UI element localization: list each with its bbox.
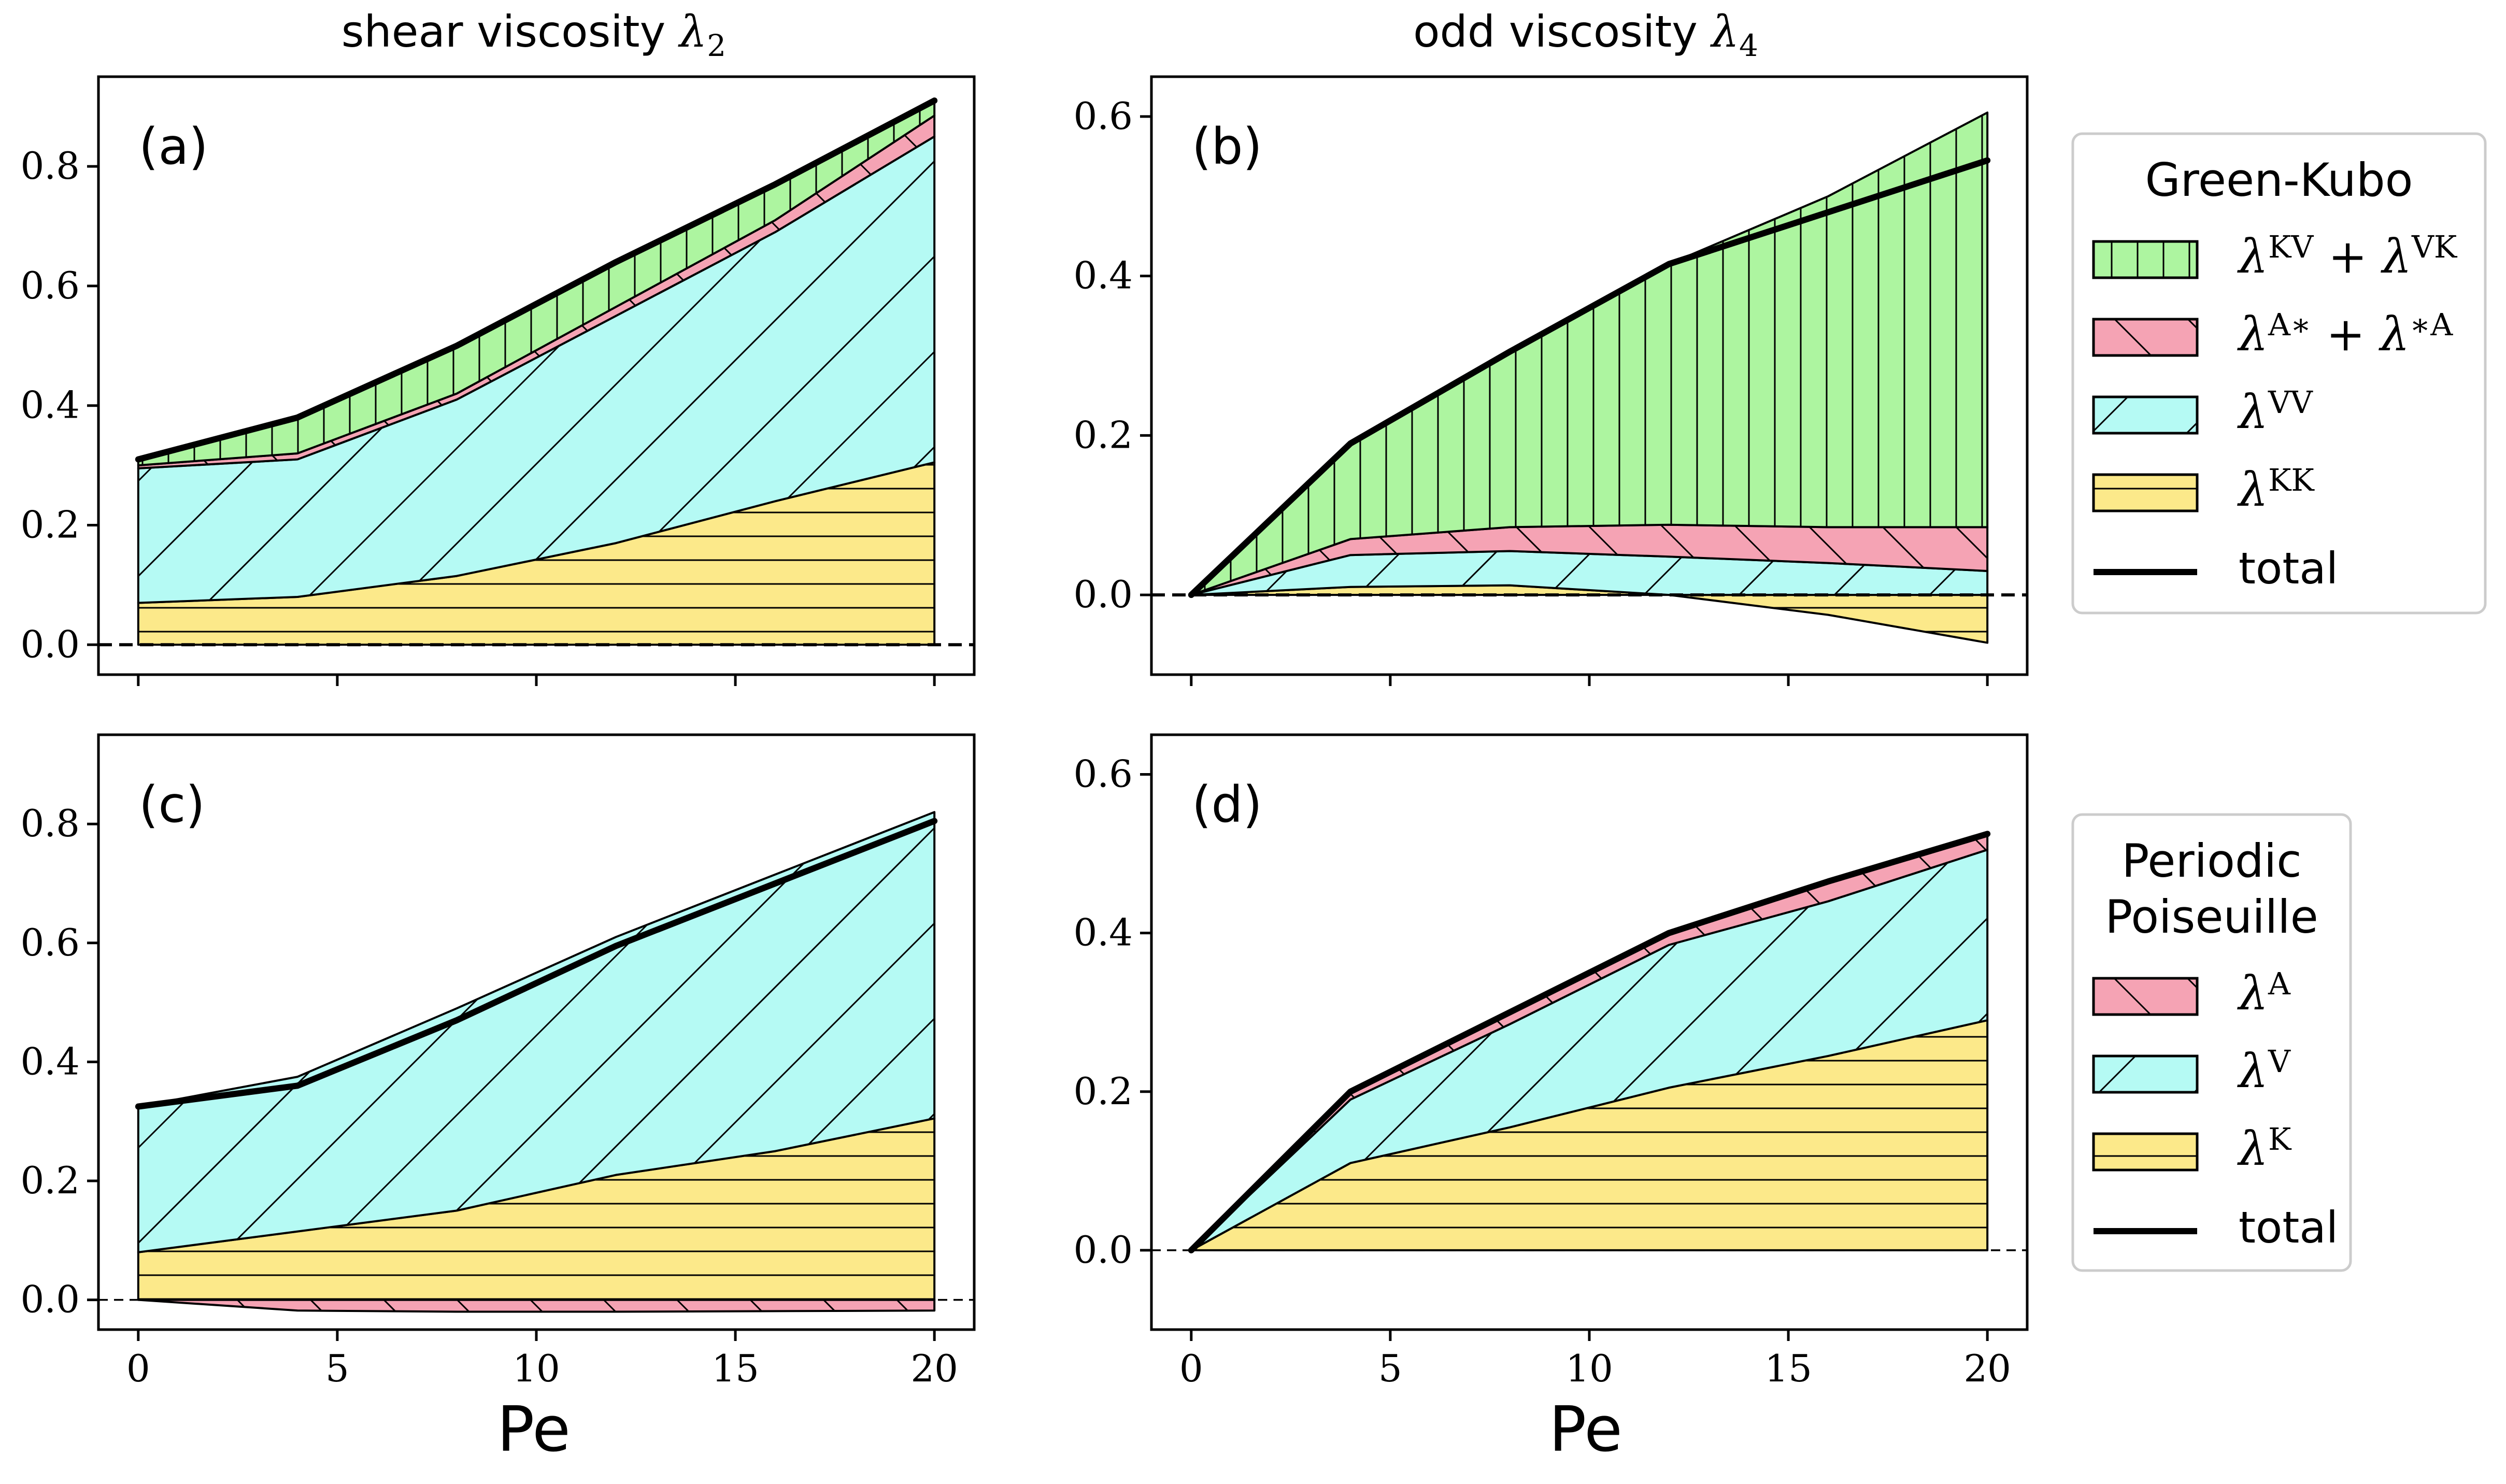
x-tick-label: 5 <box>325 1347 349 1390</box>
band-red-c-hatch <box>137 1299 936 1313</box>
legend-lambda: λ <box>2237 463 2268 517</box>
x-tick-label: 5 <box>1378 1347 1402 1390</box>
plot-area <box>1151 111 2027 644</box>
y-tick-label: 0.4 <box>1073 911 1133 954</box>
plot-area <box>1151 831 2027 1253</box>
panel-d: 0 5 10 15 20 0.0 0.2 0.4 0.6 (d) <box>1073 733 2029 1390</box>
legend-superscript: A <box>2268 966 2291 1002</box>
legend-lambda: λ <box>2237 1044 2268 1098</box>
y-tick-label: 0.0 <box>1073 1228 1133 1272</box>
legend-superscript: VV <box>2268 385 2313 421</box>
x-tick-label: 0 <box>126 1347 150 1390</box>
band-green-b-hatch <box>1190 111 1989 596</box>
y-tick-label: 0.2 <box>1073 413 1133 456</box>
legend-label: λA∗ + λ∗A <box>2237 307 2453 362</box>
legend-lambda: λ <box>2237 966 2268 1021</box>
total-line <box>135 818 938 1110</box>
legend-label-total: total <box>2239 1202 2338 1253</box>
panel-label: (a) <box>139 118 208 176</box>
legend-operator: + <box>2313 230 2382 284</box>
y-tick-label: 0.0 <box>20 622 80 666</box>
y-tick-label: 0.6 <box>20 921 80 964</box>
legend-superscript: K <box>2268 1122 2292 1158</box>
panel-label: (c) <box>139 776 205 834</box>
y-tick-label: 0.2 <box>1073 1069 1133 1113</box>
y-tick-label: 0.0 <box>20 1278 80 1321</box>
plot-area <box>98 97 974 647</box>
legend-swatch-hatch <box>2092 977 2199 1016</box>
x-tick-label: 20 <box>1963 1347 2011 1390</box>
legend-title: Green-Kubo <box>2145 153 2413 207</box>
legend-lambda: λ <box>2237 385 2268 439</box>
x-tick-label: 0 <box>1179 1347 1203 1390</box>
y-tick-label: 0.8 <box>20 802 80 845</box>
y-tick-label: 0.2 <box>20 503 80 547</box>
panel-label: (b) <box>1192 118 1262 176</box>
y-tick-label: 0.6 <box>1073 94 1133 138</box>
x-tick-label: 15 <box>711 1347 759 1390</box>
legend-swatch-hatch <box>2092 473 2199 512</box>
x-tick-label: 10 <box>1565 1347 1613 1390</box>
column-title-odd: odd viscosity λ4 <box>1413 6 1758 63</box>
y-tick-label: 0.4 <box>20 1039 80 1083</box>
legend-swatch-hatch <box>2092 1132 2199 1172</box>
column-title-shear: shear viscosity λ2 <box>341 6 726 63</box>
legend-operator: + <box>2311 307 2380 362</box>
x-tick-label: 15 <box>1764 1347 1812 1390</box>
legend-swatch-hatch <box>2092 318 2199 357</box>
band-cyan-c-hatch <box>137 811 936 1253</box>
panel-c: 0 5 10 15 20 0.0 0.2 0.4 0.6 0.8 (c) <box>20 733 976 1390</box>
legend-superscript: A∗ <box>2268 307 2311 343</box>
y-tick-label: 0.8 <box>20 144 80 188</box>
legend-title: Poiseuille <box>2105 890 2318 944</box>
legend-label: λV <box>2237 1044 2291 1098</box>
y-tick-label: 0.0 <box>1073 573 1133 616</box>
legend-label: λVV <box>2237 385 2313 439</box>
panel-b: 0.0 0.2 0.4 0.6 (b) <box>1073 75 2029 686</box>
legend-label-total: total <box>2239 543 2338 594</box>
legend-lambda: λ <box>2237 1122 2268 1176</box>
legend-title: Periodic <box>2121 834 2301 888</box>
panel-a: 0.0 0.2 0.4 0.6 0.8 (a) <box>20 75 976 686</box>
x-tick-label: 20 <box>910 1347 958 1390</box>
y-tick-label: 0.6 <box>20 264 80 307</box>
legend-superscript: ∗A <box>2410 307 2453 343</box>
legend-superscript: KK <box>2268 463 2315 498</box>
y-tick-label: 0.4 <box>20 383 80 427</box>
legend-lambda: λ <box>2379 307 2410 362</box>
legend-label: λKV + λVK <box>2237 230 2458 284</box>
legend-lambda: λ <box>2381 230 2412 284</box>
legend-swatch-hatch <box>2092 1054 2199 1094</box>
legend-lambda: λ <box>2237 307 2268 362</box>
x-tick-label: 10 <box>512 1347 560 1390</box>
legend-label: λK <box>2237 1122 2292 1176</box>
y-tick-label: 0.4 <box>1073 254 1133 297</box>
total-line <box>1188 831 1991 1253</box>
y-tick-label: 0.2 <box>20 1159 80 1202</box>
legend-superscript: V <box>2268 1044 2291 1080</box>
panel-label: (d) <box>1192 776 1262 834</box>
x-axis-label-left: Pe <box>497 1394 571 1466</box>
y-tick-label: 0.6 <box>1073 752 1133 796</box>
legend-label: λKK <box>2237 463 2315 517</box>
legend-superscript: VK <box>2411 230 2458 265</box>
legend-swatch-hatch <box>2092 240 2199 279</box>
legend-superscript: KV <box>2268 230 2314 265</box>
legend-swatch-hatch <box>2092 395 2199 435</box>
legend-lambda: λ <box>2237 230 2268 284</box>
x-axis-label-right: Pe <box>1549 1394 1622 1466</box>
total-line <box>135 97 938 463</box>
legend-label: λA <box>2237 966 2291 1021</box>
total-line <box>1188 157 1991 598</box>
plot-area <box>98 811 974 1313</box>
